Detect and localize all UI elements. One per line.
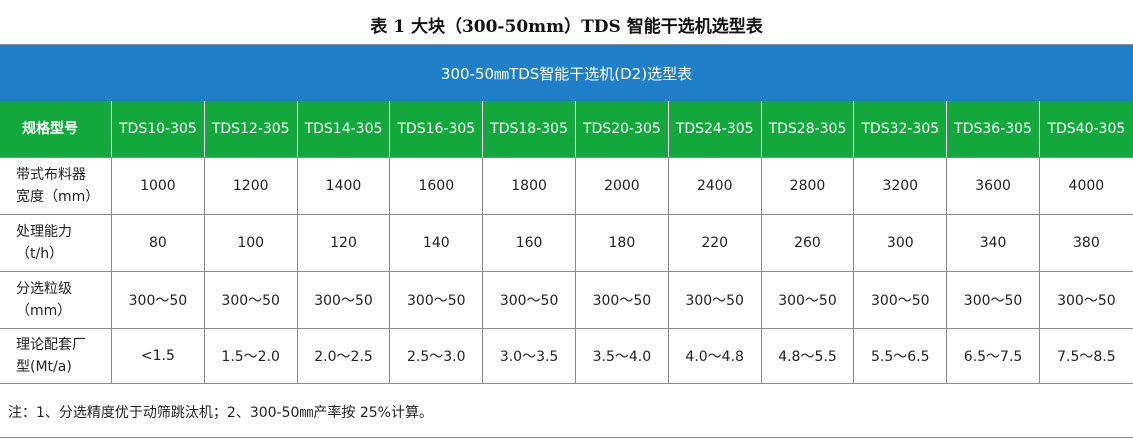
model-header: TDS10-305 xyxy=(112,101,205,157)
table-cell: 1200 xyxy=(205,158,298,214)
table-cell: 300～50 xyxy=(205,272,298,328)
table-cell: 300～50 xyxy=(390,272,484,328)
table-cell: 300～50 xyxy=(483,272,576,328)
table-cell: 300～50 xyxy=(854,272,948,328)
table-cell: 300～50 xyxy=(947,272,1040,328)
row-label-line1: 分选粒级 xyxy=(16,281,72,297)
model-header: TDS20-305 xyxy=(576,101,669,157)
table-cell: 380 xyxy=(1073,235,1100,251)
model-header: TDS12-305 xyxy=(205,101,298,157)
table-cell: 4.0～4.8 xyxy=(669,329,762,383)
model-header: TDS36-305 xyxy=(947,101,1040,157)
table-cell: 220 xyxy=(669,215,762,271)
model-header: TDS14-305 xyxy=(298,101,391,157)
table-title: 表 1 大块（300-50mm）TDS 智能干选机选型表 xyxy=(370,17,763,37)
table-cell: 260 xyxy=(762,215,855,271)
row-label: 带式布料器 宽度（mm） xyxy=(0,158,112,214)
table-cell: 4000 xyxy=(1068,178,1105,194)
row-label-line1: 带式布料器 xyxy=(16,167,86,183)
table-cell: 3.5～4.0 xyxy=(576,329,669,383)
table-cell: 2800 xyxy=(762,158,855,214)
row-label-line2: （t/h） xyxy=(16,246,64,262)
row-label: 处理能力 （t/h） xyxy=(0,215,112,271)
model-header: TDS24-305 xyxy=(669,101,762,157)
table-row-capacity: 处理能力 （t/h） 80 100 120 140 160 180 220 26… xyxy=(0,215,1133,272)
table-cell: 3200 xyxy=(854,158,948,214)
row-label-line1: 理论配套厂 xyxy=(16,337,86,353)
model-header: TDS40-305 xyxy=(1047,121,1126,137)
table-cell: 5.5～6.5 xyxy=(854,329,948,383)
table-cell: 100 xyxy=(205,215,298,271)
table-cell: 300～50 xyxy=(762,272,855,328)
table-cell: 1.5～2.0 xyxy=(205,329,298,383)
row-label-line2: 型(Mt/a) xyxy=(16,359,72,375)
header-label: 规格型号 xyxy=(0,101,112,157)
table-cell: 300～50 xyxy=(1057,293,1116,309)
table-cell: 140 xyxy=(390,215,484,271)
row-label: 理论配套厂 型(Mt/a) xyxy=(0,329,112,383)
row-label-line1: 处理能力 xyxy=(16,224,72,240)
table-cell: 160 xyxy=(483,215,576,271)
bottom-rule xyxy=(0,437,1133,438)
table-cell: 340 xyxy=(947,215,1040,271)
header-row: 规格型号 TDS10-305 TDS12-305 TDS14-305 TDS16… xyxy=(0,101,1133,158)
table-cell: 80 xyxy=(112,215,205,271)
table-cell: 1400 xyxy=(298,158,391,214)
table-cell: 2.5～3.0 xyxy=(390,329,484,383)
table-cell: 4.8～5.5 xyxy=(762,329,855,383)
selection-table: 300-50㎜TDS智能干选机(D2)选型表 规格型号 TDS10-305 TD… xyxy=(0,44,1133,384)
row-label: 分选粒级 （mm） xyxy=(0,272,112,328)
table-cell: 2000 xyxy=(576,158,669,214)
table-cell: <1.5 xyxy=(112,329,205,383)
table-cell: 6.5～7.5 xyxy=(947,329,1040,383)
table-cell: 180 xyxy=(576,215,669,271)
table-cell: 1000 xyxy=(112,158,205,214)
model-header: TDS16-305 xyxy=(390,101,484,157)
table-row-size-range: 分选粒级 （mm） 300～50 300～50 300～50 300～50 30… xyxy=(0,272,1133,329)
table-cell: 300～50 xyxy=(112,272,205,328)
table-cell: 1800 xyxy=(483,158,576,214)
table-cell: 300～50 xyxy=(298,272,391,328)
row-label-line2: 宽度（mm） xyxy=(16,189,100,205)
table-cell: 3600 xyxy=(947,158,1040,214)
model-header: TDS32-305 xyxy=(854,101,948,157)
table-cell: 7.5～8.5 xyxy=(1057,349,1116,365)
table-cell: 300～50 xyxy=(669,272,762,328)
table-cell: 2400 xyxy=(669,158,762,214)
table-cell: 300～50 xyxy=(576,272,669,328)
table-cell: 2.0～2.5 xyxy=(298,329,391,383)
table-cell: 120 xyxy=(298,215,391,271)
table-cell: 3.0～3.5 xyxy=(483,329,576,383)
table-cell: 300 xyxy=(854,215,948,271)
table-row-plant-capacity: 理论配套厂 型(Mt/a) <1.5 1.5～2.0 2.0～2.5 2.5～3… xyxy=(0,329,1133,384)
table-row-belt-width: 带式布料器 宽度（mm） 1000 1200 1400 1600 1800 20… xyxy=(0,158,1133,215)
footnote: 注：1、分选精度优于动筛跳汰机；2、300-50㎜产率按 25%计算。 xyxy=(8,405,433,421)
table-cell: 1600 xyxy=(390,158,484,214)
table-banner: 300-50㎜TDS智能干选机(D2)选型表 xyxy=(0,45,1133,101)
row-label-line2: （mm） xyxy=(16,303,72,319)
model-header: TDS18-305 xyxy=(483,101,576,157)
model-header: TDS28-305 xyxy=(762,101,855,157)
